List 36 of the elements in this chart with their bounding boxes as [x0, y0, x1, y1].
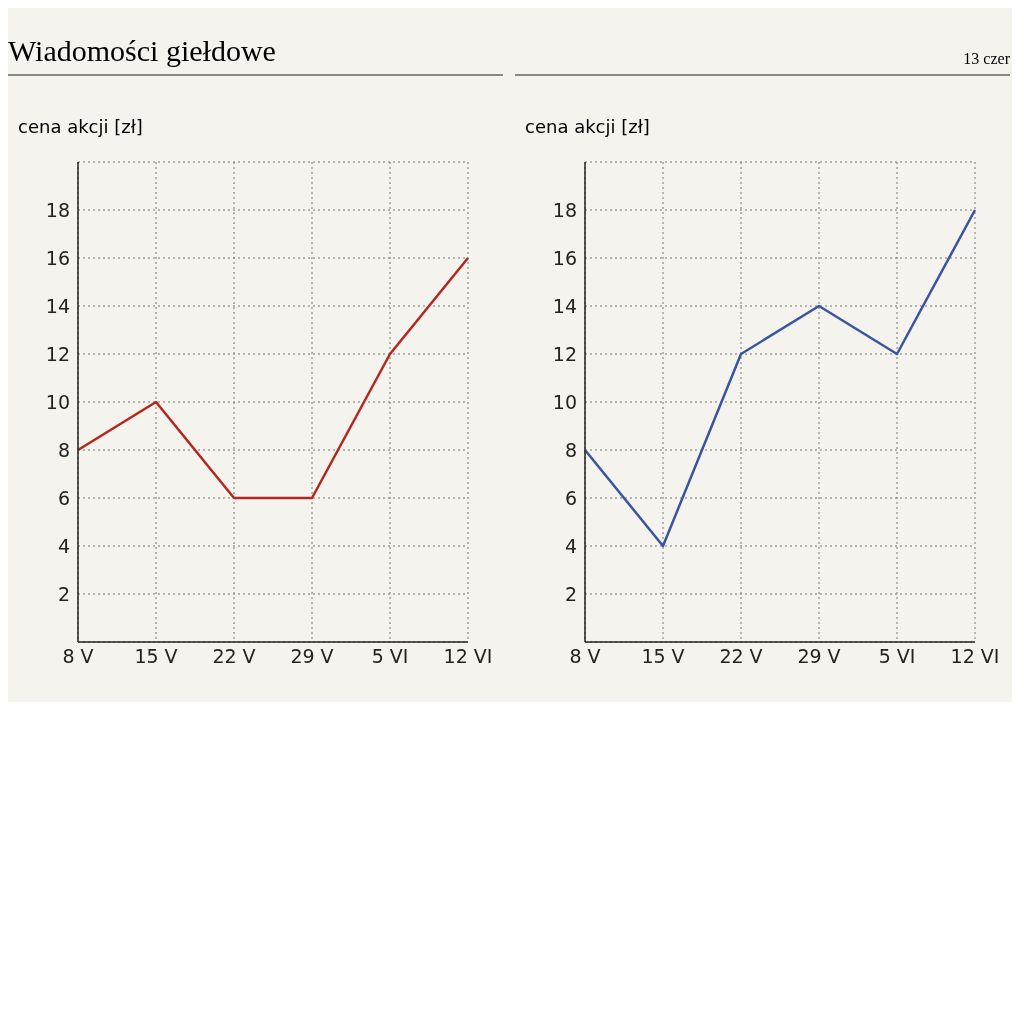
y-tick-label: 14	[45, 294, 70, 317]
y-tick-label: 4	[564, 534, 577, 557]
x-tick-label: 15 V	[134, 645, 178, 668]
line-series	[76, 256, 470, 500]
x-tick-label: 12 VI	[443, 645, 493, 668]
y-tick-label: 16	[552, 246, 577, 269]
x-tick-label: 29 V	[797, 645, 841, 668]
y-tick-label: 16	[45, 246, 70, 269]
y-tick-label: 6	[57, 486, 70, 509]
y-tick-label: 8	[564, 438, 577, 461]
y-tick-label: 4	[57, 534, 70, 557]
y-tick-label: 18	[45, 198, 70, 221]
x-tick-label: 8 V	[62, 645, 94, 668]
y-axis-title: cena akcji [zł]	[525, 116, 651, 139]
y-tick-label: 18	[552, 198, 577, 221]
x-tick-label: 22 V	[719, 645, 763, 668]
x-tick-label: 8 V	[569, 645, 601, 668]
x-tick-label: 22 V	[212, 645, 256, 668]
x-tick-label: 5 VI	[878, 645, 916, 668]
y-tick-label: 8	[57, 438, 70, 461]
x-tick-label: 12 VI	[950, 645, 1000, 668]
x-tick-label: 15 V	[641, 645, 685, 668]
chart-title: Wiadomości giełdowe	[8, 34, 276, 68]
y-tick-label: 12	[45, 342, 70, 365]
y-tick-label: 10	[45, 390, 70, 413]
x-tick-label: 5 VI	[371, 645, 409, 668]
line-series	[583, 208, 977, 548]
y-tick-label: 2	[57, 582, 70, 605]
y-tick-label: 10	[552, 390, 577, 413]
x-tick-label: 29 V	[290, 645, 334, 668]
text: 13 czer	[963, 50, 1010, 68]
y-tick-label: 14	[552, 294, 577, 317]
y-axis-title: cena akcji [zł]	[18, 116, 144, 139]
y-tick-label: 2	[564, 582, 577, 605]
y-tick-label: 12	[552, 342, 577, 365]
y-tick-label: 6	[564, 486, 577, 509]
